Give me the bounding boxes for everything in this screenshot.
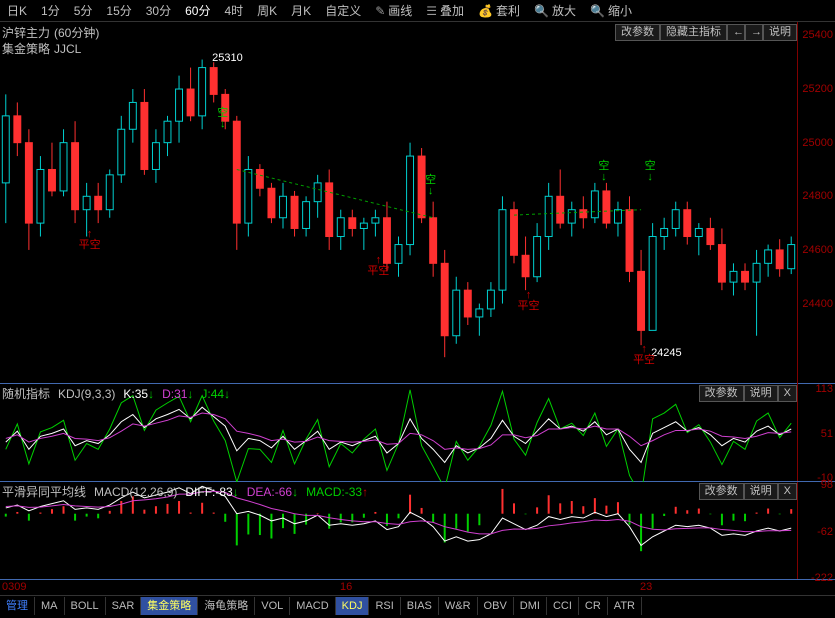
next-button[interactable]: → bbox=[745, 24, 763, 41]
indicator-tab-SAR[interactable]: SAR bbox=[106, 597, 142, 615]
kdj-close-button[interactable]: X bbox=[778, 385, 797, 402]
kdj-header: 随机指标 KDJ(9,3,3) K:35↓ D:31↓ J:44↓ bbox=[2, 385, 230, 402]
indicator-tabs: 管理MABOLLSAR集金策略海龟策略VOLMACDKDJRSIBIASW&RO… bbox=[0, 596, 835, 616]
macd-params-button[interactable]: 改参数 bbox=[699, 483, 744, 500]
strategy-symbol: JJCL bbox=[54, 42, 81, 56]
timeframe-60分[interactable]: 60分 bbox=[178, 0, 217, 22]
indicator-tab-OBV[interactable]: OBV bbox=[478, 597, 514, 615]
timeframe-30分[interactable]: 30分 bbox=[139, 0, 178, 22]
indicator-tab-MACD[interactable]: MACD bbox=[290, 597, 335, 615]
kdj-y-axis: 11351-10 bbox=[797, 384, 835, 481]
main-chart-panel: 沪锌主力 (60分钟) 集金策略 JJCL 改参数 隐藏主指标 ← → 说明 2… bbox=[0, 22, 835, 384]
signal-marker: 空 ↓ bbox=[425, 175, 436, 197]
x-axis: 0309 16 23 bbox=[0, 580, 835, 596]
kdj-k-value: K:35↓ bbox=[123, 387, 154, 401]
kdj-panel: 随机指标 KDJ(9,3,3) K:35↓ D:31↓ J:44↓ 改参数 说明… bbox=[0, 384, 835, 482]
indicator-tab-DMI[interactable]: DMI bbox=[514, 597, 547, 615]
macd-dea-value: DEA:-66↓ bbox=[247, 485, 298, 499]
chart-title-row: 沪锌主力 (60分钟) bbox=[2, 24, 99, 41]
main-y-axis: 254002520025000248002460024400 bbox=[797, 22, 835, 384]
tool-叠加[interactable]: ☰叠加 bbox=[419, 0, 471, 22]
x-axis-label: 23 bbox=[640, 581, 652, 593]
indicator-tab-CR[interactable]: CR bbox=[579, 597, 608, 615]
manage-indicators[interactable]: 管理 bbox=[0, 597, 35, 615]
strategy-name: 集金策略 bbox=[2, 40, 50, 57]
macd-y-axis: 98-62-222 bbox=[797, 482, 835, 579]
kdj-buttons: 改参数 说明 X bbox=[699, 385, 797, 402]
kdj-params: KDJ(9,3,3) bbox=[58, 387, 115, 401]
timeframe-15分[interactable]: 15分 bbox=[99, 0, 138, 22]
macd-params: MACD(12,26,9) bbox=[94, 485, 177, 499]
kdj-d-value: D:31↓ bbox=[162, 387, 193, 401]
signal-marker: ↑ 平空 bbox=[367, 255, 389, 277]
kdj-j-value: J:44↓ bbox=[201, 387, 230, 401]
indicator-tab-集金策略[interactable]: 集金策略 bbox=[141, 597, 198, 615]
indicator-tab-BOLL[interactable]: BOLL bbox=[65, 597, 106, 615]
instrument-title: 沪锌主力 bbox=[2, 24, 50, 41]
indicator-tab-MA[interactable]: MA bbox=[35, 597, 65, 615]
indicator-tab-KDJ[interactable]: KDJ bbox=[336, 597, 370, 615]
signal-marker: ↑ 平空 bbox=[633, 344, 655, 366]
macd-name: 平滑异同平均线 bbox=[2, 483, 86, 500]
macd-macd-value: MACD:-33↑ bbox=[306, 485, 368, 499]
macd-diff-value: DIFF:-83↓ bbox=[185, 485, 238, 499]
signal-marker: 空 ↓ bbox=[645, 161, 656, 183]
tool-套利[interactable]: 💰套利 bbox=[471, 0, 527, 22]
timeframe-月K[interactable]: 月K bbox=[284, 0, 318, 22]
candlestick-chart[interactable] bbox=[0, 22, 797, 384]
indicator-tab-BIAS[interactable]: BIAS bbox=[401, 597, 439, 615]
x-axis-label: 0309 bbox=[2, 581, 26, 593]
explain-button[interactable]: 说明 bbox=[763, 24, 797, 41]
high-annotation: 25310 bbox=[212, 52, 243, 64]
indicator-tab-W&R[interactable]: W&R bbox=[439, 597, 478, 615]
timeframe-5分[interactable]: 5分 bbox=[67, 0, 100, 22]
indicator-tab-VOL[interactable]: VOL bbox=[255, 597, 290, 615]
signal-marker: ↑ 平空 bbox=[79, 229, 101, 251]
tool-缩小[interactable]: 🔍缩小 bbox=[583, 0, 639, 22]
indicator-tab-RSI[interactable]: RSI bbox=[369, 597, 400, 615]
prev-button[interactable]: ← bbox=[727, 24, 745, 41]
macd-buttons: 改参数 说明 X bbox=[699, 483, 797, 500]
timeframe-自定义[interactable]: 自定义 bbox=[318, 0, 368, 22]
tool-画线[interactable]: ✎画线 bbox=[368, 0, 419, 22]
indicator-tab-ATR[interactable]: ATR bbox=[608, 597, 642, 615]
params-button[interactable]: 改参数 bbox=[615, 24, 660, 41]
macd-header: 平滑异同平均线 MACD(12,26,9) DIFF:-83↓ DEA:-66↓… bbox=[2, 483, 368, 500]
signal-marker: 空 ↓ bbox=[217, 108, 228, 130]
kdj-params-button[interactable]: 改参数 bbox=[699, 385, 744, 402]
tool-放大[interactable]: 🔍放大 bbox=[527, 0, 583, 22]
timeframe-toolbar: 日K1分5分15分30分60分4时周K月K自定义✎画线☰叠加💰套利🔍放大🔍缩小 bbox=[0, 0, 835, 22]
timeframe-周K[interactable]: 周K bbox=[250, 0, 284, 22]
timeframe-日K[interactable]: 日K bbox=[0, 0, 34, 22]
hide-indicator-button[interactable]: 隐藏主指标 bbox=[660, 24, 727, 41]
timeframe-1分[interactable]: 1分 bbox=[34, 0, 67, 22]
low-annotation: 24245 bbox=[651, 347, 682, 359]
macd-close-button[interactable]: X bbox=[778, 483, 797, 500]
kdj-explain-button[interactable]: 说明 bbox=[744, 385, 778, 402]
macd-explain-button[interactable]: 说明 bbox=[744, 483, 778, 500]
indicator-tab-CCI[interactable]: CCI bbox=[547, 597, 579, 615]
strategy-row: 集金策略 JJCL bbox=[2, 40, 81, 57]
timeframe-label: (60分钟) bbox=[54, 24, 99, 41]
macd-panel: 平滑异同平均线 MACD(12,26,9) DIFF:-83↓ DEA:-66↓… bbox=[0, 482, 835, 580]
indicator-tab-海龟策略[interactable]: 海龟策略 bbox=[198, 597, 255, 615]
signal-marker: 空 ↓ bbox=[598, 161, 609, 183]
timeframe-4时[interactable]: 4时 bbox=[217, 0, 250, 22]
kdj-name: 随机指标 bbox=[2, 385, 50, 402]
signal-marker: ↑ 平空 bbox=[518, 290, 540, 312]
x-axis-label: 16 bbox=[340, 581, 352, 593]
main-chart-buttons: 改参数 隐藏主指标 ← → 说明 bbox=[615, 24, 797, 41]
